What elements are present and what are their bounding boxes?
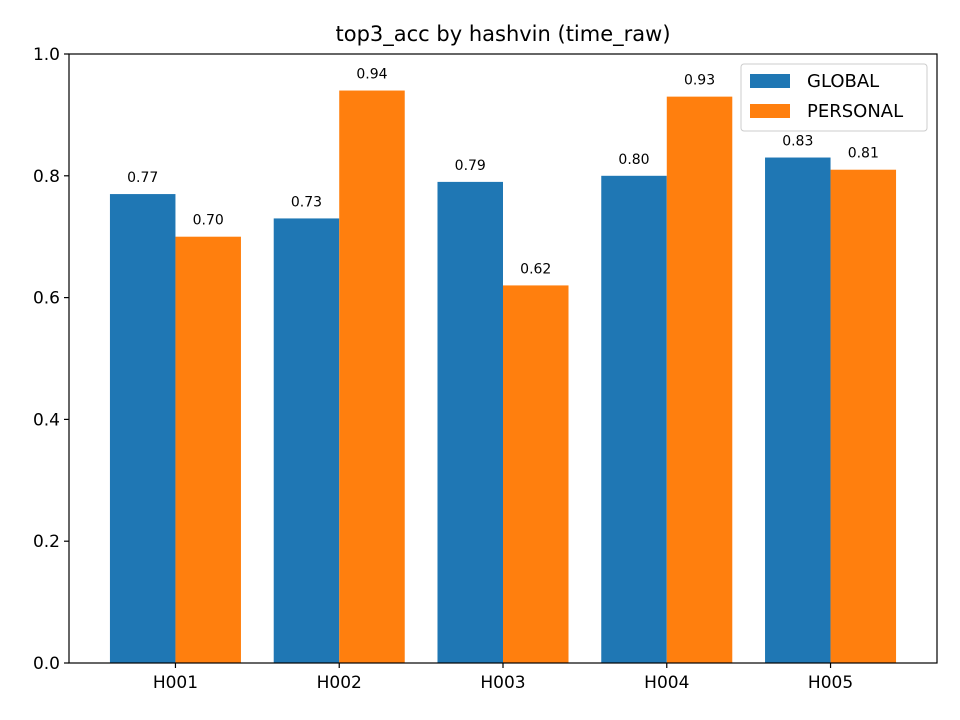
x-tick-label: H004 xyxy=(644,673,689,693)
y-tick-label: 0.0 xyxy=(33,654,60,674)
bar-value-label: 0.70 xyxy=(193,213,224,229)
x-tick-label: H005 xyxy=(808,673,853,693)
bar-value-label: 0.81 xyxy=(848,146,879,162)
legend-swatch-global xyxy=(750,74,790,88)
bar-personal-h003 xyxy=(503,285,569,663)
bar-global-h003 xyxy=(437,181,503,663)
bar-series-group xyxy=(109,90,897,664)
bar-value-label: 0.83 xyxy=(782,134,813,150)
legend-label-global: GLOBAL xyxy=(807,71,879,92)
bar-personal-h001 xyxy=(175,236,241,663)
y-tick-label: 0.4 xyxy=(33,410,60,430)
x-tick-label: H002 xyxy=(317,673,362,693)
bar-global-h002 xyxy=(273,218,340,663)
legend-swatch-personal xyxy=(750,104,790,118)
x-tick-label: H003 xyxy=(480,673,525,693)
bar-global-h004 xyxy=(601,175,667,664)
bar-global-h005 xyxy=(765,157,831,663)
bar-value-label: 0.80 xyxy=(618,152,649,168)
bar-value-label: 0.77 xyxy=(127,170,158,186)
bar-value-label: 0.94 xyxy=(356,67,387,83)
legend-label-personal: PERSONAL xyxy=(807,101,903,122)
x-axis: H001 H002 H003 H004 H005 xyxy=(153,663,853,693)
y-tick-label: 0.8 xyxy=(33,167,60,187)
x-tick-label: H001 xyxy=(153,673,198,693)
y-tick-label: 0.6 xyxy=(33,289,60,309)
bar-value-label: 0.73 xyxy=(291,194,322,210)
plot-frame xyxy=(68,53,938,664)
y-axis: 0.0 0.2 0.4 0.6 0.8 1.0 xyxy=(33,45,69,674)
bar-global-h001 xyxy=(109,194,176,663)
bar-value-label: 0.62 xyxy=(520,261,551,277)
bar-value-label: 0.79 xyxy=(455,158,486,174)
bar-value-label: 0.93 xyxy=(684,73,715,89)
y-tick-label: 0.2 xyxy=(33,532,60,552)
bar-label-group: 0.77 0.70 0.73 0.94 0.79 0.62 0.80 0.93 0.83 0.81 xyxy=(127,67,879,278)
legend: GLOBAL PERSONAL xyxy=(740,63,928,132)
chart-title: top3_acc by hashvin (time_raw) xyxy=(335,22,670,47)
bar-personal-h004 xyxy=(666,96,733,663)
bar-personal-h002 xyxy=(339,90,405,664)
y-tick-label: 1.0 xyxy=(33,45,60,65)
bar-personal-h005 xyxy=(830,169,897,663)
